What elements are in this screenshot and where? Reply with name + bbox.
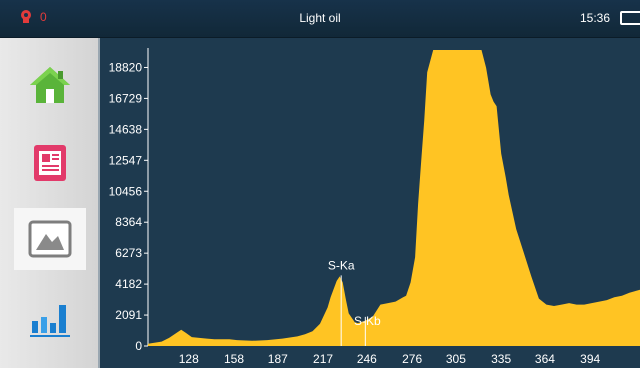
alert-count: 0 [40, 10, 47, 24]
x-tick-label: 158 [224, 352, 244, 366]
sidebar-item-report[interactable] [14, 132, 86, 194]
status-bar: 0 Light oil 15:36 [0, 0, 640, 38]
home-icon [30, 67, 70, 103]
y-tick-label: 16729 [109, 91, 143, 105]
x-tick-label: 394 [580, 352, 600, 366]
report-icon [34, 145, 66, 181]
y-tick-label: 0 [135, 339, 142, 353]
battery-icon [620, 11, 640, 25]
y-tick-label: 8364 [115, 215, 142, 229]
x-tick-label: 276 [402, 352, 422, 366]
x-tick-label: 305 [446, 352, 466, 366]
sidebar-item-spectrum[interactable] [14, 208, 86, 270]
bar-chart-icon [30, 305, 70, 337]
peak-label: S-Kb [354, 314, 381, 328]
y-tick-label: 6273 [115, 246, 142, 260]
alarm-icon [21, 10, 31, 23]
spectrum-image-icon [28, 220, 72, 258]
y-tick-label: 10456 [109, 184, 143, 198]
spectrum-chart: 18820 16729 14638 12547 10456 8364 6273 4182 209… [100, 38, 640, 368]
sidebar-item-home[interactable] [14, 54, 86, 116]
spectrum-area [148, 50, 640, 346]
x-tick-label: 364 [535, 352, 555, 366]
y-tick-label: 2091 [115, 308, 142, 322]
spectrum-chart-svg: 18820 16729 14638 12547 10456 8364 6273 4182 209… [100, 38, 640, 368]
x-tick-label: 246 [357, 352, 377, 366]
sidebar [0, 38, 100, 368]
y-tick-label: 12547 [109, 153, 143, 167]
y-tick-label: 4182 [115, 277, 142, 291]
x-tick-label: 187 [268, 352, 288, 366]
peak-label: S-Ka [328, 258, 355, 272]
x-tick-label: 217 [313, 352, 333, 366]
x-tick-label: 335 [491, 352, 511, 366]
y-tick-label: 14638 [109, 122, 143, 136]
page-title: Light oil [299, 11, 341, 25]
x-tick-label: 128 [179, 352, 199, 366]
y-tick-label: 18820 [109, 60, 143, 74]
sidebar-item-statistics[interactable] [14, 288, 86, 350]
clock-time: 15:36 [580, 11, 611, 25]
alert-indicator[interactable]: 0 [18, 9, 47, 25]
